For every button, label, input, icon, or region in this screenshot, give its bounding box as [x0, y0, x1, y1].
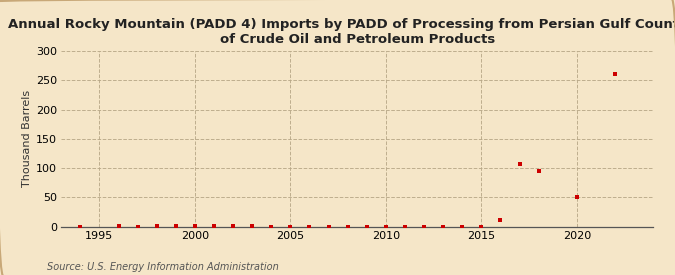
Point [151, 224, 162, 228]
Point [227, 224, 238, 228]
Point [247, 224, 258, 228]
Text: Source: U.S. Energy Information Administration: Source: U.S. Energy Information Administ… [47, 262, 279, 272]
Point [400, 224, 410, 229]
Point [457, 224, 468, 229]
Point [209, 224, 219, 228]
Point [113, 224, 124, 228]
Point [342, 224, 353, 229]
Point [361, 224, 372, 229]
Point [438, 224, 449, 229]
Point [476, 224, 487, 229]
Point [533, 169, 544, 173]
Point [304, 224, 315, 229]
Point [170, 224, 181, 228]
Point [610, 72, 620, 77]
Point [381, 224, 392, 229]
Point [323, 224, 334, 229]
Point [75, 224, 86, 229]
Point [495, 217, 506, 222]
Title: Annual Rocky Mountain (PADD 4) Imports by PADD of Processing from Persian Gulf C: Annual Rocky Mountain (PADD 4) Imports b… [7, 18, 675, 46]
Y-axis label: Thousand Barrels: Thousand Barrels [22, 90, 32, 187]
Point [418, 224, 429, 229]
Point [266, 224, 277, 229]
Point [572, 195, 583, 200]
Point [285, 224, 296, 229]
Point [514, 162, 525, 166]
Point [132, 224, 143, 229]
Point [190, 224, 200, 228]
